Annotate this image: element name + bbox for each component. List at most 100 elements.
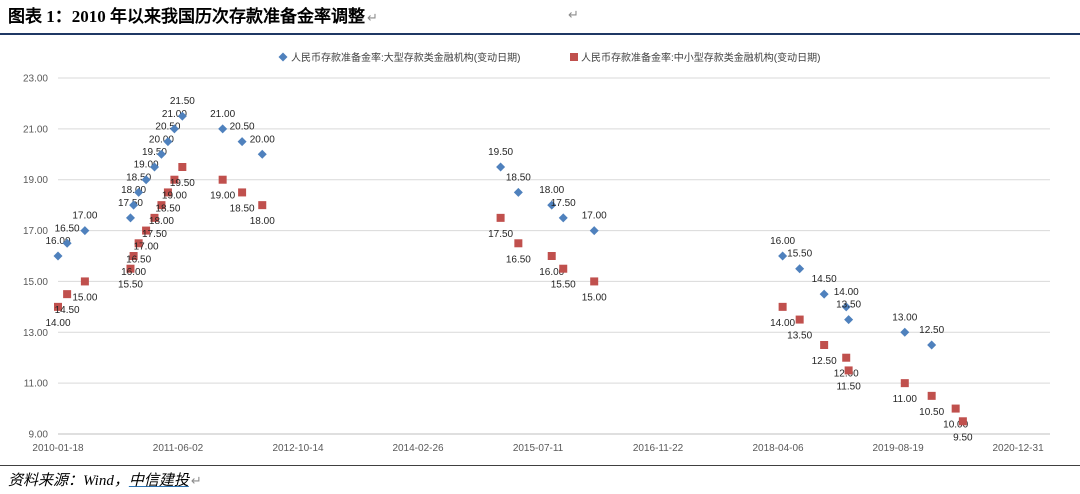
data-label: 19.50: [142, 147, 167, 158]
data-label: 9.50: [953, 432, 973, 443]
data-label: 12.50: [919, 325, 944, 336]
data-label: 20.00: [250, 134, 275, 145]
x-tick-label: 2011-06-02: [153, 443, 204, 454]
header-rule: [0, 33, 1080, 35]
data-point-large-institutions: [513, 187, 523, 197]
data-label: 15.50: [551, 280, 576, 291]
data-point-large-institutions: [129, 200, 139, 210]
data-point-large-institutions: [496, 162, 506, 172]
paragraph-mark-icon: ↵: [190, 474, 202, 489]
data-point-large-institutions: [778, 251, 788, 261]
data-label: 18.50: [230, 203, 255, 214]
data-label: 17.50: [142, 229, 167, 240]
data-label: 14.00: [770, 318, 795, 329]
data-label: 15.00: [582, 292, 607, 303]
y-tick-label: 21.00: [23, 124, 48, 135]
data-point-large-institutions: [558, 213, 568, 223]
data-label: 19.00: [210, 191, 235, 202]
data-point-small-medium-institutions: [590, 277, 599, 286]
data-point-small-medium-institutions: [900, 379, 909, 388]
data-label: 21.00: [210, 109, 235, 120]
data-label: 18.00: [149, 216, 174, 227]
data-point-small-medium-institutions: [842, 353, 851, 362]
data-label: 19.50: [170, 178, 195, 189]
data-point-large-institutions: [177, 111, 187, 121]
data-point-large-institutions: [257, 149, 267, 159]
data-label: 19.50: [488, 147, 513, 158]
data-label: 21.50: [170, 96, 195, 107]
data-point-large-institutions: [80, 226, 90, 236]
data-point-small-medium-institutions: [134, 239, 143, 248]
data-label: 20.50: [155, 122, 180, 133]
data-label: 18.50: [155, 203, 180, 214]
paragraph-mark-icon: ↵: [568, 8, 579, 23]
x-tick-label: 2018-04-06: [752, 443, 804, 454]
data-point-small-medium-institutions: [218, 175, 227, 184]
data-point-large-institutions: [218, 124, 228, 134]
data-label: 10.50: [919, 407, 944, 418]
source-organization: 中信建投: [128, 473, 189, 489]
data-point-small-medium-institutions: [80, 277, 89, 286]
data-point-large-institutions: [134, 187, 144, 197]
data-point-small-medium-institutions: [820, 341, 829, 349]
data-label: 17.00: [582, 211, 607, 222]
data-label: 16.00: [45, 236, 70, 247]
data-label: 16.00: [770, 236, 795, 247]
legend: 人民币存款准备金率:大型存款类金融机构(变动日期) 人民币存款准备金率:中小型存…: [278, 51, 820, 64]
data-label: 13.50: [836, 300, 861, 311]
x-tick-label: 2012-10-14: [272, 443, 324, 454]
data-label: 11.00: [893, 394, 918, 405]
y-tick-label: 23.00: [23, 74, 48, 85]
y-axis-tick-labels: 23.00 21.00 19.00 17.00 15.00 13.00 11.00 9.00: [23, 74, 48, 441]
data-point-small-medium-institutions: [778, 302, 787, 311]
data-label: 16.50: [126, 254, 151, 265]
y-tick-label: 19.00: [23, 175, 48, 186]
x-axis-tick-labels: 2010-01-18 2011-06-02 2012-10-14 2014-02-26…: [32, 443, 1044, 454]
data-point-small-medium-institutions: [795, 315, 804, 324]
data-point-large-institutions: [900, 327, 910, 337]
data-label: 13.50: [787, 331, 812, 342]
data-label: 17.00: [72, 211, 97, 222]
data-point-small-medium-institutions: [844, 366, 853, 375]
data-label: 17.50: [118, 198, 143, 209]
data-point-large-institutions: [125, 213, 135, 223]
source-note: 资料来源：Wind，中信建投 ↵: [8, 471, 202, 492]
data-point-small-medium-institutions: [238, 188, 247, 197]
data-label: 13.00: [892, 312, 917, 323]
y-tick-label: 11.00: [24, 379, 49, 390]
series-layer: 16.0016.5017.0017.5018.0018.5019.0019.50…: [45, 96, 973, 443]
data-point-large-institutions: [62, 238, 72, 248]
y-tick-label: 17.00: [23, 226, 48, 237]
paragraph-mark-icon: ↵: [367, 11, 378, 26]
data-point-large-institutions: [547, 200, 557, 210]
x-tick-label: 2010-01-18: [32, 443, 84, 454]
data-label: 15.00: [72, 292, 97, 303]
data-point-small-medium-institutions: [958, 417, 967, 426]
legend-marker-square-icon: [570, 53, 578, 61]
x-tick-label: 2020-12-31: [992, 443, 1044, 454]
data-point-small-medium-institutions: [126, 264, 135, 273]
data-label: 19.00: [134, 160, 159, 171]
data-label: 14.50: [55, 305, 80, 316]
data-label: 14.50: [812, 274, 837, 285]
series-large-institutions: 16.0016.5017.0017.5018.0018.5019.0019.50…: [45, 96, 945, 350]
data-point-large-institutions: [149, 162, 159, 172]
data-point-small-medium-institutions: [63, 290, 72, 299]
data-point-small-medium-institutions: [951, 404, 960, 413]
legend-label-small-medium-institutions: 人民币存款准备金率:中小型存款类金融机构(变动日期): [581, 51, 820, 64]
data-label: 18.00: [539, 185, 564, 196]
data-point-large-institutions: [169, 124, 179, 134]
data-label: 10.00: [943, 420, 968, 431]
data-point-small-medium-institutions: [559, 264, 568, 273]
y-tick-label: 15.00: [23, 277, 48, 288]
data-point-large-institutions: [163, 137, 173, 147]
data-point-small-medium-institutions: [150, 213, 159, 222]
footer-rule: [0, 465, 1080, 466]
y-tick-label: 13.00: [23, 328, 48, 339]
data-label: 12.50: [812, 356, 837, 367]
data-label: 16.00: [539, 267, 564, 278]
data-point-small-medium-institutions: [258, 201, 267, 210]
data-point-large-institutions: [237, 137, 247, 147]
data-label: 14.00: [45, 318, 70, 329]
